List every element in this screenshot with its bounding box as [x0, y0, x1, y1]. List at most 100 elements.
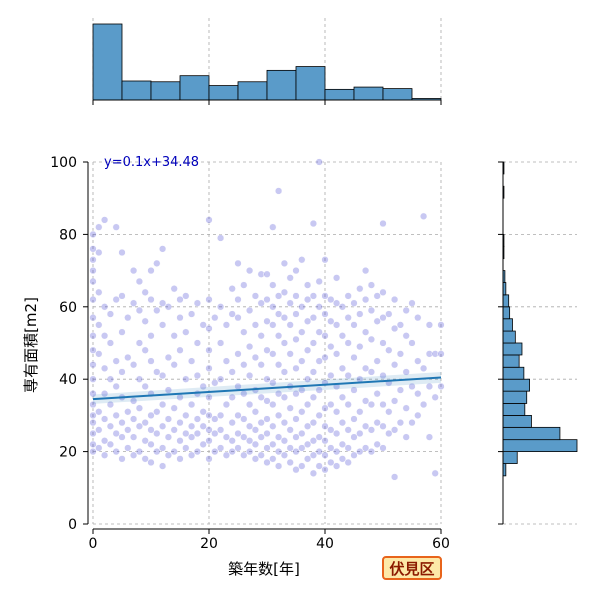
scatter-point — [269, 379, 277, 387]
scatter-point — [274, 310, 283, 318]
main-scatter-plot: 0 20 40 60 0 20 40 60 80 100 y=0.1x+34.48 築年数[年]… — [22, 155, 450, 578]
scatter-point — [286, 321, 294, 329]
scatter-point — [129, 361, 138, 369]
scatter-point — [89, 400, 97, 409]
scatter-point — [147, 440, 155, 449]
scatter-point — [321, 451, 329, 459]
scatter-point — [89, 332, 97, 340]
scatter-point — [141, 288, 149, 296]
scatter-point — [408, 418, 416, 427]
scatter-point — [205, 437, 213, 445]
marginal-y-bar — [502, 426, 561, 441]
scatter-point — [286, 274, 294, 282]
scatter-point — [402, 332, 410, 340]
scatter-point — [205, 364, 213, 372]
scatter-point — [245, 342, 254, 351]
scatter-point — [106, 440, 115, 449]
scatter-point — [361, 397, 370, 405]
scatter-point — [89, 447, 97, 456]
scatter-point — [321, 332, 329, 340]
scatter-point — [89, 266, 97, 275]
scatter-point — [170, 332, 178, 340]
scatter-point — [303, 440, 312, 449]
marginal-y-bar — [502, 294, 510, 308]
scatter-point — [263, 295, 271, 304]
scatter-point — [361, 328, 370, 336]
scatter-point — [89, 346, 97, 354]
scatter-point — [170, 285, 178, 293]
scatter-point — [112, 223, 120, 231]
scatter-point — [228, 447, 236, 456]
scatter-point — [390, 361, 399, 369]
scatter-point — [419, 212, 428, 220]
scatter-point — [344, 426, 352, 434]
x-tick-label: 0 — [89, 536, 98, 552]
marginal-y-bar — [502, 318, 513, 332]
scatter-point — [216, 303, 225, 311]
marginal-y-histogram — [498, 161, 578, 525]
marginal-y-bar — [502, 366, 525, 380]
scatter-point — [373, 292, 381, 300]
scatter-point — [95, 426, 103, 434]
scatter-point — [251, 353, 260, 362]
scatter-point — [147, 411, 155, 420]
scatter-point — [135, 447, 144, 456]
scatter-point — [437, 350, 445, 358]
scatter-point — [187, 422, 196, 430]
scatter-point — [193, 371, 202, 380]
scatter-point — [367, 281, 376, 289]
scatter-point — [292, 390, 300, 398]
scatter-point — [95, 321, 103, 329]
scatter-point — [338, 393, 347, 401]
scatter-point — [390, 397, 399, 405]
scatter-point — [408, 382, 416, 391]
scatter-point — [135, 422, 144, 430]
scatter-point — [390, 324, 399, 333]
scatter-point — [338, 364, 347, 372]
scatter-point — [327, 295, 335, 304]
scatter-point — [193, 429, 202, 438]
scatter-point — [240, 433, 248, 441]
scatter-point — [124, 444, 132, 452]
scatter-point — [280, 288, 289, 296]
scatter-point — [118, 248, 126, 257]
scatter-point — [228, 437, 236, 445]
scatter-point — [332, 429, 341, 438]
scatter-point — [216, 375, 225, 383]
scatter-point — [124, 314, 132, 322]
scatter-point — [379, 400, 387, 409]
scatter-point — [257, 433, 265, 441]
scatter-point — [112, 447, 120, 456]
scatter-point — [89, 256, 97, 264]
scatter-point — [361, 295, 370, 304]
scatter-point — [379, 444, 387, 452]
scatter-point — [286, 426, 294, 434]
scatter-point — [361, 422, 370, 430]
scatter-point — [153, 368, 161, 376]
marginal-x-bar — [353, 86, 384, 101]
scatter-point — [298, 357, 306, 365]
scatter-point — [158, 444, 167, 452]
ward-badge: 伏見区 — [382, 556, 442, 580]
scatter-point — [245, 437, 254, 445]
scatter-point — [321, 404, 329, 412]
scatter-point — [367, 368, 376, 376]
scatter-point — [338, 455, 347, 463]
scatter-point — [187, 357, 196, 365]
scatter-point — [402, 306, 410, 315]
scatter-point — [344, 400, 352, 409]
scatter-point — [153, 259, 161, 268]
scatter-point — [245, 447, 254, 456]
scatter-point — [106, 422, 115, 430]
y-tick-label: 60 — [59, 300, 77, 316]
scatter-point — [141, 346, 149, 354]
scatter-point — [257, 270, 265, 278]
scatter-point — [315, 447, 323, 456]
marginal-y-bar — [502, 378, 530, 392]
scatter-point — [245, 400, 254, 409]
scatter-point — [182, 411, 190, 420]
scatter-point — [280, 451, 289, 459]
scatter-point — [251, 408, 260, 416]
marginal-y-bar — [502, 330, 516, 344]
